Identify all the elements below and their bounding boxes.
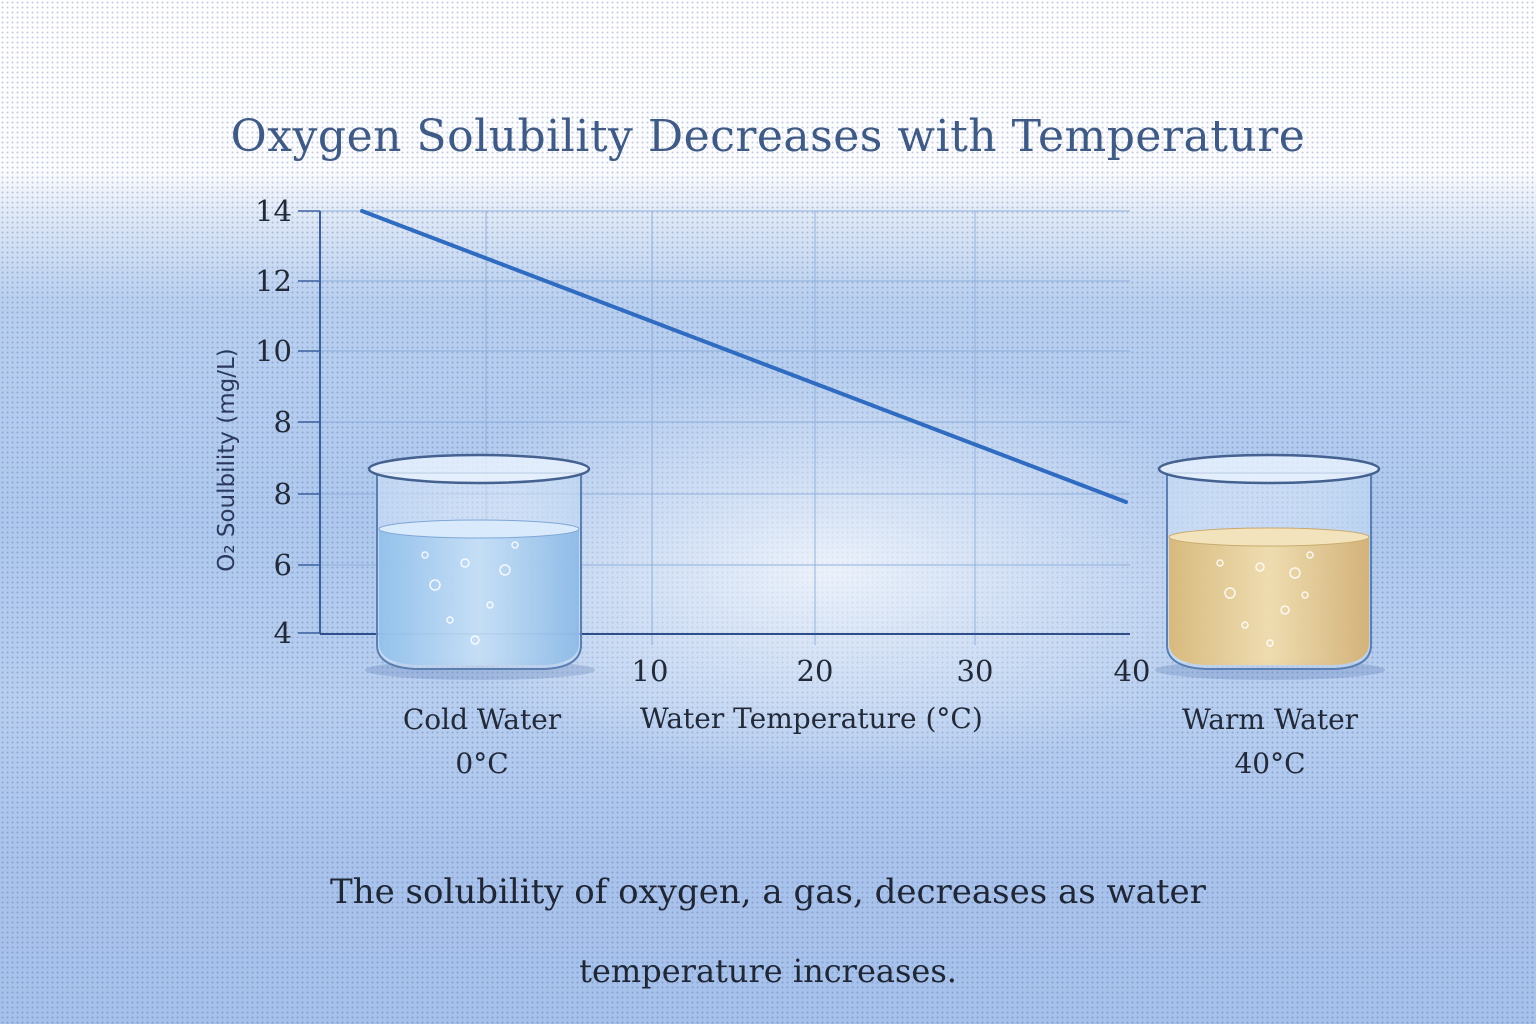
cold-water-beaker-icon <box>365 453 595 680</box>
caption-line-1: The solubility of oxygen, a gas, decreas… <box>330 872 1206 912</box>
cold-water-temp: 0°C <box>455 747 509 780</box>
x-tick-label: 30 <box>956 654 994 688</box>
y-tick-label: 8 <box>273 405 292 439</box>
caption-line-2: temperature increases. <box>579 952 957 990</box>
x-tick-label: 40 <box>1113 654 1151 688</box>
warm-water-temp: 40°C <box>1234 747 1306 780</box>
y-tick-label: 10 <box>255 334 292 368</box>
warm-water-title: Warm Water <box>1181 703 1359 736</box>
x-axis-label: Water Temperature (°C) <box>640 702 983 735</box>
x-tick-label: 10 <box>631 654 669 688</box>
y-tick-label: 4 <box>273 616 292 650</box>
y-tick-label: 12 <box>255 264 292 298</box>
y-tick-marks <box>298 210 320 634</box>
y-axis-label: O₂ Soulbility (mg/L) <box>214 348 240 572</box>
y-tick-label: 8 <box>273 477 292 511</box>
y-tick-label: 14 <box>255 194 292 228</box>
warm-water-label: Warm Water 40°C <box>1140 698 1400 786</box>
solubility-line <box>360 209 1128 504</box>
cold-water-title: Cold Water <box>402 703 562 736</box>
cold-water-label: Cold Water 0°C <box>352 698 612 786</box>
chart-title: Oxygen Solubility Decreases with Tempera… <box>230 111 1306 163</box>
warm-water-beaker-icon <box>1155 453 1385 680</box>
y-tick-label: 6 <box>273 548 292 582</box>
x-tick-label: 20 <box>796 654 834 688</box>
